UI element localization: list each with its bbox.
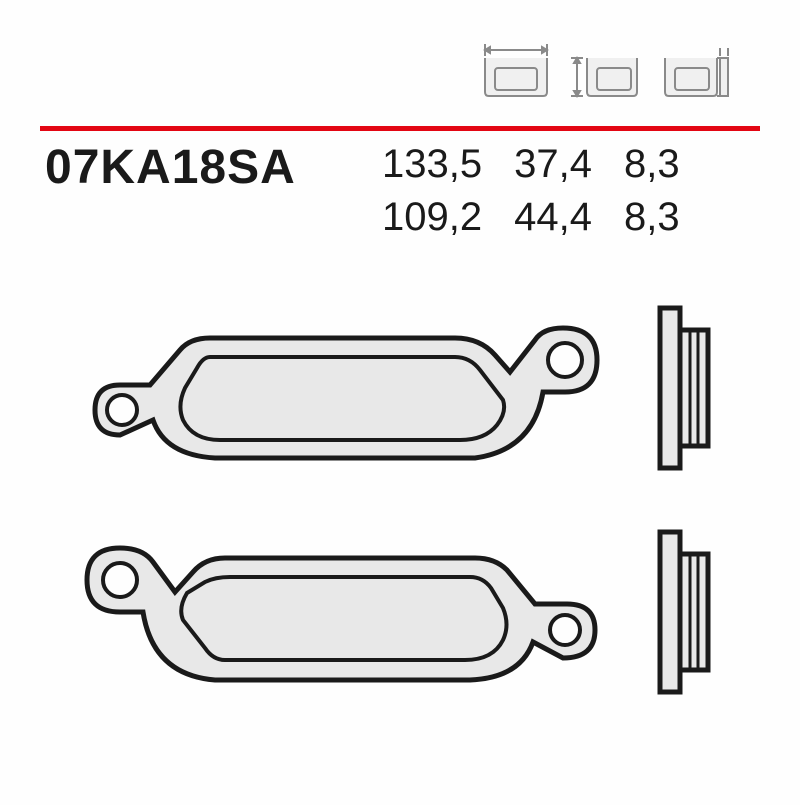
dim-width-1: 133,5: [382, 142, 512, 193]
table-row: 133,5 37,4 8,3: [382, 142, 710, 193]
technical-drawing: [0, 280, 800, 800]
dimensions-table: 133,5 37,4 8,3 109,2 44,4 8,3: [380, 140, 712, 248]
brake-pad-2-side: [660, 532, 708, 692]
thickness-dimension-icon: [657, 40, 735, 100]
red-divider-line: [40, 118, 760, 123]
width-dimension-icon: [477, 40, 555, 100]
brake-pad-1-side: [660, 308, 708, 468]
height-dimension-icon: [567, 40, 645, 100]
brake-pad-drawing-svg: [0, 280, 800, 800]
dimension-legend-icons: [477, 40, 735, 100]
part-number: 07KA18SA: [45, 140, 296, 195]
dim-thickness-2: 8,3: [624, 195, 710, 246]
dim-thickness-1: 8,3: [624, 142, 710, 193]
brake-pad-2-front: [87, 548, 595, 680]
table-row: 109,2 44,4 8,3: [382, 195, 710, 246]
dim-height-1: 37,4: [514, 142, 622, 193]
dim-height-2: 44,4: [514, 195, 622, 246]
brake-pad-1-front: [95, 328, 597, 458]
dim-width-2: 109,2: [382, 195, 512, 246]
